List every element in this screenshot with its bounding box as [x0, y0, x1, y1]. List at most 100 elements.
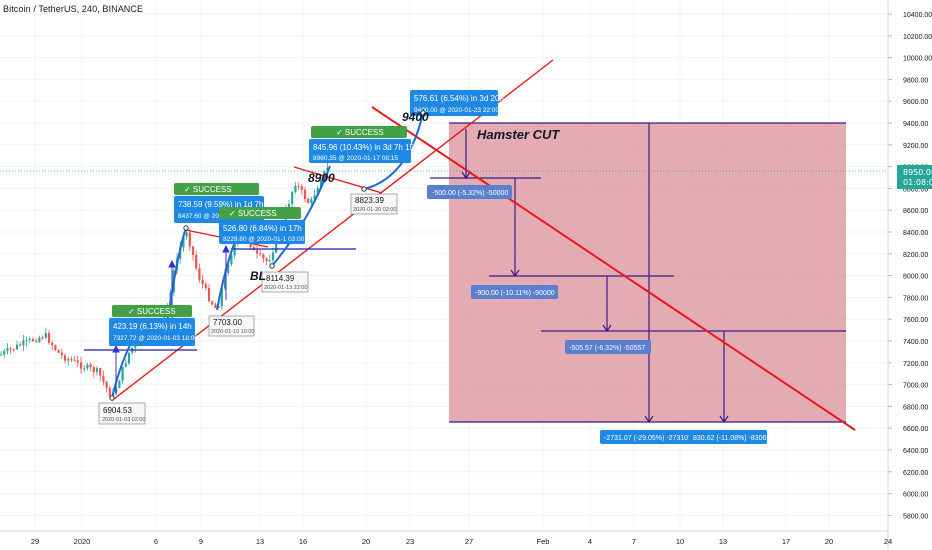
candle-body	[86, 364, 89, 369]
candle-body	[191, 246, 195, 255]
price-axis[interactable]: 10400.00 10200.00 10000.00 9800.00 9600.00 94…	[888, 12, 932, 520]
target-info-line1: 576.61 (6.54%) in 3d 20h	[414, 94, 504, 103]
candle-body	[51, 343, 54, 346]
price-tick-label: 10400.00	[903, 12, 932, 19]
candle-body	[124, 363, 127, 367]
time-tick-label: 6	[154, 537, 158, 546]
label-hamster-cut: Hamster CUT	[477, 127, 560, 142]
candle-body	[28, 338, 31, 340]
candle-body	[67, 359, 70, 361]
success-info-line1: 738.59 (9.59%) in 1d 7h	[178, 200, 263, 209]
current-price-label: 8950.00	[903, 168, 932, 177]
candle-body	[294, 185, 297, 192]
candle-body	[118, 380, 121, 388]
candle-body	[211, 301, 214, 305]
low-date: 2020-01-20 02:00	[353, 207, 396, 213]
success-annotation-4[interactable]: ✓ SUCCESS 845.96 (10.43%) in 3d 7h 15m 8…	[309, 126, 421, 163]
low-marker-1[interactable]: 6904.53 2020-01-03 02:00	[98, 402, 145, 425]
low-marker-3[interactable]: 8114.39 2020-01-13 22:00	[261, 271, 309, 293]
candle-body	[41, 337, 44, 339]
low-marker-2[interactable]: 7703.00 2020-01-10 10:00	[208, 315, 254, 337]
candle-body	[271, 252, 275, 261]
price-tick-label: 9400.00	[903, 121, 928, 128]
price-tick-label: 6400.00	[903, 448, 928, 455]
candle-body	[227, 264, 230, 274]
time-tick-label: 7	[632, 537, 636, 546]
low-price: 8114.39	[266, 274, 295, 283]
success-badge-text: ✓ SUCCESS	[229, 209, 277, 218]
chart-title: Bitcoin / TetherUS, 240, BINANCE	[3, 4, 144, 14]
candle-body	[300, 186, 303, 190]
time-tick-label: 16	[299, 537, 307, 546]
candle-body	[220, 288, 223, 307]
time-tick-label: 29	[31, 537, 39, 546]
measure-label-4[interactable]: -2731.07 (-29.05%) -273107	[600, 430, 693, 444]
candle-body	[204, 284, 207, 289]
price-tick-label: 7600.00	[903, 317, 928, 324]
price-tick-label: 8600.00	[903, 208, 928, 215]
candle-body	[303, 189, 307, 200]
label-8900: 8900	[308, 171, 335, 185]
success-info-line2: 8437.60 @ 2020	[178, 213, 227, 220]
candle-body	[83, 368, 86, 370]
measure-label-3[interactable]: -505.57 (-6.32%) -50557	[565, 340, 651, 354]
candle-body	[6, 348, 9, 352]
time-axis[interactable]: 29 2020 6 9 13 16 20 23 27 Feb 4 7 10 13 17 20 24	[31, 537, 892, 546]
success-info-line1: 423.19 (6.13%) in 14h	[113, 322, 192, 331]
label-bl: BL	[250, 269, 266, 283]
candle-body	[70, 359, 73, 361]
measure-label-2[interactable]: -900.00 (-10.11%) -90000	[471, 285, 558, 299]
time-tick-label: 20	[825, 537, 833, 546]
measure-text: 830.62 (-11.08%) -83062	[693, 435, 770, 442]
candle-body	[31, 338, 35, 342]
measure-label-5[interactable]: 830.62 (-11.08%) -83062	[689, 430, 770, 444]
price-tick-label: 8200.00	[903, 252, 928, 259]
label-9400: 9400	[402, 110, 429, 124]
price-tick-label: 8400.00	[903, 230, 928, 237]
low-date: 2020-01-10 10:00	[211, 329, 254, 335]
projection-arcs[interactable]	[111, 112, 424, 399]
price-tick-label: 8000.00	[903, 274, 928, 281]
candle-body	[188, 232, 191, 247]
short-zone[interactable]	[449, 123, 846, 422]
price-tick-label: 6800.00	[903, 404, 928, 411]
candle-body	[76, 360, 79, 363]
candle-body	[44, 333, 47, 338]
candle-body	[310, 198, 313, 204]
target-annotation[interactable]: 576.61 (6.54%) in 3d 20h 9400.00 @ 2020-…	[410, 90, 504, 116]
candle-body	[47, 333, 51, 344]
candle-body	[12, 349, 15, 351]
success-annotation-1[interactable]: ✓ SUCCESS 423.19 (6.13%) in 14h 7327.72 …	[109, 305, 198, 346]
candle-body	[54, 345, 57, 350]
candle-body	[182, 236, 185, 248]
measure-label-1[interactable]: -500.00 (-5.32%) -50000	[427, 185, 512, 199]
candle-body	[326, 167, 329, 171]
target-info-line2: 9400.00 @ 2020-01-23 22:00	[414, 107, 499, 114]
candle-body	[99, 368, 102, 376]
low-marker-4[interactable]: 8823.39 2020-01-20 02:00	[350, 193, 398, 215]
candle-body	[19, 344, 22, 346]
measure-levels[interactable]	[430, 122, 846, 424]
success-badge-text: ✓ SUCCESS	[184, 185, 232, 194]
candle-body	[25, 339, 28, 341]
success-annotation-3[interactable]: ✓ SUCCESS 526.80 (6.84%) in 17h 8229.80 …	[219, 207, 305, 244]
price-tick-label: 6200.00	[903, 470, 928, 477]
time-tick-label: 2020	[74, 537, 91, 546]
candle-body	[262, 254, 265, 259]
candle-body	[105, 381, 108, 388]
price-tick-label: 9600.00	[903, 99, 928, 106]
low-price: 8823.39	[355, 196, 384, 205]
candle-body	[316, 188, 319, 196]
low-price: 6904.53	[103, 406, 132, 415]
candle-body	[95, 368, 99, 373]
candle-body	[102, 375, 105, 382]
price-tick-label: 7200.00	[903, 361, 928, 368]
price-tick-label: 7400.00	[903, 339, 928, 346]
countdown-label: 01:08:06	[903, 178, 932, 187]
candle-body	[297, 185, 300, 187]
measure-text: -900.00 (-10.11%) -90000	[475, 290, 555, 297]
time-tick-label: 17	[782, 537, 790, 546]
candle-body	[63, 355, 67, 361]
candle-body	[60, 352, 63, 356]
